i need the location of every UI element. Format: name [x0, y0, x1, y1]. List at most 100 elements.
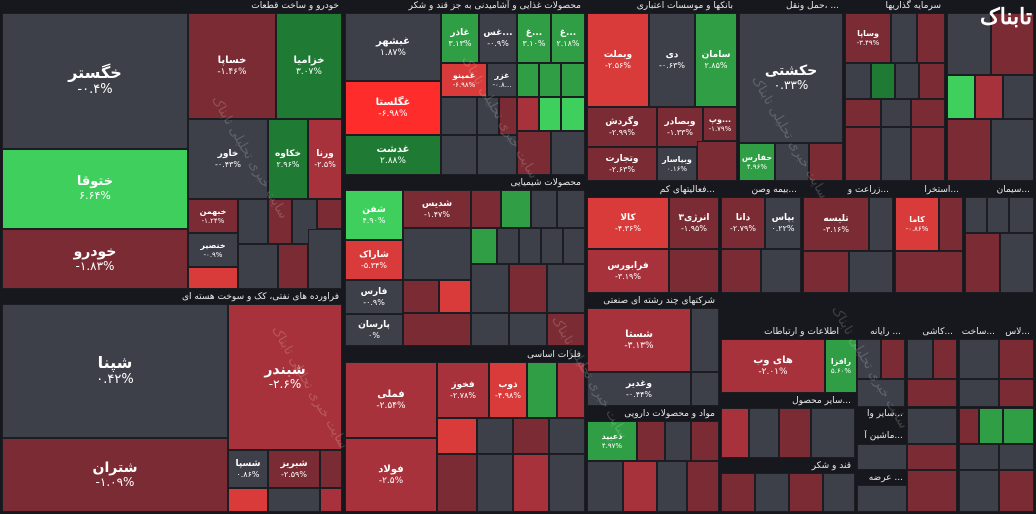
- tile-zob[interactable]: ذوب -۴.۹۸%: [489, 362, 527, 418]
- tile-parsan[interactable]: پارسان ۰%: [345, 314, 403, 346]
- tile-cement-small-5[interactable]: [1000, 233, 1034, 293]
- tile-ph-small-2[interactable]: [665, 421, 691, 461]
- tile-sup-small-2[interactable]: [907, 470, 957, 512]
- tile-op-small-4[interactable]: [811, 408, 855, 458]
- tile-right-small-1[interactable]: [947, 13, 991, 75]
- tile-invest-small-1[interactable]: [891, 13, 917, 63]
- tile-sugar-small-4[interactable]: [823, 473, 855, 512]
- tile-chem-small-11[interactable]: [403, 280, 439, 313]
- tile-invest-small-7[interactable]: [845, 99, 881, 127]
- tile-shbariz[interactable]: شبریز -۲.۵۹%: [268, 450, 320, 488]
- tile-it-small-10[interactable]: [999, 379, 1034, 407]
- tile-sup-small-1[interactable]: [857, 485, 907, 512]
- tile-food-small-12[interactable]: [517, 131, 551, 175]
- tile-cement-small-2[interactable]: [987, 197, 1009, 233]
- tile-invest-small-10[interactable]: [845, 127, 881, 181]
- tile-sup-small-3[interactable]: [959, 470, 999, 512]
- tile-op-small-3[interactable]: [779, 408, 811, 458]
- tile-vtejarat[interactable]: وتجارت -۲.۶۳%: [587, 147, 657, 181]
- tile-food-small-9[interactable]: [561, 97, 585, 131]
- tile-rafza[interactable]: رافزا ۵.۶۰%: [825, 339, 857, 393]
- tile-auto-small-3[interactable]: [268, 199, 292, 244]
- tile-right-small-2[interactable]: [991, 13, 1034, 75]
- tile-chem-small-3[interactable]: [531, 190, 557, 228]
- tile-food-small-8[interactable]: [539, 97, 561, 131]
- tile-shpna[interactable]: شپنا ۰.۴۲%: [2, 304, 228, 438]
- tile-shdis[interactable]: شدیس -۱.۴۷%: [403, 190, 471, 228]
- tile-agri-small-3[interactable]: [849, 251, 893, 293]
- tile-agri-small-1[interactable]: [869, 197, 893, 251]
- tile-saman[interactable]: سامان ۲.۸۵%: [695, 13, 737, 107]
- tile-metal-small-6[interactable]: [549, 418, 585, 454]
- tile-vbsader[interactable]: وبصادر -۱.۳۳%: [657, 107, 703, 147]
- tile-invest-small-11[interactable]: [881, 127, 911, 181]
- tile-vrena[interactable]: ورنا -۲.۵%: [308, 119, 342, 199]
- tile-invest-small-9[interactable]: [911, 99, 945, 127]
- tile-hafaras[interactable]: حفارس ۴.۹۶%: [739, 143, 775, 181]
- tile-invest-small-6[interactable]: [919, 63, 945, 99]
- tile-ph-small-3[interactable]: [691, 421, 719, 461]
- tile-metal-small-8[interactable]: [477, 454, 513, 512]
- tile-metal-small-3[interactable]: [437, 418, 477, 454]
- tile-khotoga[interactable]: ختوقا ۶.۶۴%: [2, 149, 188, 229]
- tile-food-small-6[interactable]: [499, 97, 517, 135]
- tile-sugar-small-3[interactable]: [789, 473, 823, 512]
- tile-misc-small-4[interactable]: [1003, 408, 1034, 444]
- tile-chem-small-13[interactable]: [471, 264, 509, 313]
- tile-invest-small-2[interactable]: [917, 13, 945, 63]
- tile-bank-small-1[interactable]: [697, 141, 737, 181]
- tile-shsapa[interactable]: شسپا ۰.۸۶%: [228, 450, 268, 488]
- tile-ph-small-6[interactable]: [657, 461, 687, 512]
- tile-misc-small-7[interactable]: [959, 444, 999, 470]
- tile-fmli[interactable]: فملی -۲.۵۴%: [345, 362, 437, 438]
- tile-it-small-2[interactable]: [881, 339, 905, 379]
- tile-fkhoz[interactable]: فخوز -۲.۷۸%: [437, 362, 489, 418]
- tile-food-small-5[interactable]: [477, 97, 499, 135]
- tile-khkave[interactable]: خکاوه ۲.۹۶%: [268, 119, 308, 199]
- tile-chem-small-7[interactable]: [497, 228, 519, 264]
- tile-kala[interactable]: کالا -۴.۳۶%: [587, 197, 669, 249]
- tile-food-small-13[interactable]: [551, 131, 585, 175]
- tile-vbmelat[interactable]: وبملت -۲.۵۶%: [587, 13, 649, 107]
- tile-cement-small-4[interactable]: [965, 233, 1000, 293]
- tile-metal-small-4[interactable]: [477, 418, 513, 454]
- tile-vghadir[interactable]: وغدیر -۰.۴۴%: [587, 372, 691, 406]
- tile-metal-small-9[interactable]: [513, 454, 549, 512]
- tile-auto-small-6[interactable]: [238, 244, 278, 289]
- tile-metal-small-7[interactable]: [437, 454, 477, 512]
- tile-it-small-6[interactable]: [999, 339, 1034, 379]
- tile-dabid[interactable]: دعبید ۴.۹۷%: [587, 421, 637, 461]
- tile-misc-small-3[interactable]: [979, 408, 1003, 444]
- tile-auto-small-8[interactable]: [308, 229, 342, 289]
- tile-chem-small-6[interactable]: [471, 228, 497, 264]
- tile-misc-small-8[interactable]: [999, 444, 1034, 470]
- tile-it-small-7[interactable]: [857, 379, 905, 407]
- tile-oil-small-1[interactable]: [320, 450, 342, 488]
- tile-fars[interactable]: فارس -۰.۹%: [345, 280, 403, 314]
- tile-shasta[interactable]: شستا -۳.۱۳%: [587, 308, 691, 372]
- tile-ghshahr[interactable]: غبشهر ۱.۸۷%: [345, 13, 441, 81]
- tile-chem-small-18[interactable]: [509, 313, 547, 346]
- tile-food-small-2[interactable]: [539, 63, 561, 97]
- tile-it-small-9[interactable]: [959, 379, 999, 407]
- tile-it-small-3[interactable]: [907, 339, 933, 379]
- tile-gh1[interactable]: غ... ۳.۱۰%: [517, 13, 551, 63]
- tile-chem-small-12[interactable]: [439, 280, 471, 313]
- tile-kama[interactable]: کاما -۰.۸۶%: [895, 197, 939, 251]
- tile-shtran[interactable]: شتران -۱.۰۹%: [2, 438, 228, 512]
- tile-vp[interactable]: وپ... -۱.۷۹%: [703, 107, 737, 141]
- tile-right-small-6[interactable]: [947, 119, 991, 181]
- tile-chem-small-2[interactable]: [501, 190, 531, 228]
- tile-misc-small-5[interactable]: [857, 444, 907, 470]
- tile-auto-small-5[interactable]: [317, 199, 342, 229]
- tile-invest-small-3[interactable]: [845, 63, 871, 99]
- tile-food-small-7[interactable]: [517, 97, 539, 131]
- tile-farabors[interactable]: فرابورس -۳.۱۹%: [587, 249, 669, 293]
- tile-ph-small-4[interactable]: [587, 461, 623, 512]
- tile-invest-small-4[interactable]: [871, 63, 895, 99]
- tile-ins-small-2[interactable]: [761, 249, 801, 293]
- tile-khgostar[interactable]: خگستر -۰.۴%: [2, 13, 188, 149]
- tile-invest-small-12[interactable]: [911, 127, 945, 181]
- tile-chem-small-1[interactable]: [471, 190, 501, 228]
- tile-cement-small-1[interactable]: [965, 197, 987, 233]
